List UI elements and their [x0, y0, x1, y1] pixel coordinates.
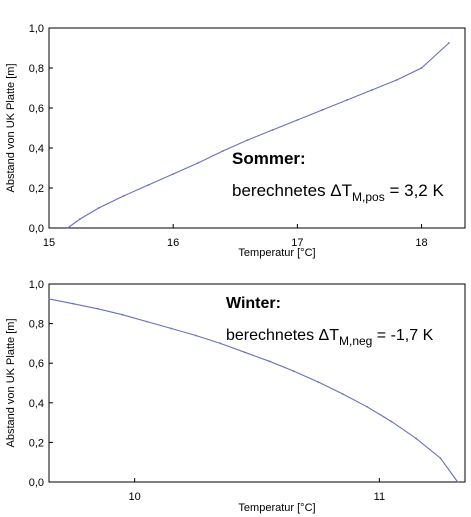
- y-tick-label: 0,6: [29, 103, 44, 115]
- x-tick-label: 11: [374, 491, 385, 503]
- data-point: [145, 320, 148, 323]
- data-point: [97, 307, 99, 310]
- data-point: [268, 360, 271, 363]
- data-point: [197, 162, 199, 164]
- annotation-subscript: M,pos: [352, 190, 385, 204]
- data-point: [66, 227, 69, 229]
- annotation-prefix: berechnetes: [226, 327, 319, 344]
- y-tick-label: 0,2: [29, 183, 44, 195]
- data-point: [447, 42, 450, 44]
- data-point: [321, 109, 324, 111]
- annotation-symbol: ΔT: [319, 327, 340, 344]
- y-tick-label: 0,2: [29, 437, 44, 449]
- y-tick-label: 1,0: [29, 279, 44, 291]
- y-tick-label: 0,8: [29, 63, 44, 75]
- data-point: [72, 302, 75, 305]
- y-tick-label: 1,0: [29, 23, 44, 35]
- annotation-text: berechnetes ΔTM,pos = 3,2 K: [232, 181, 444, 204]
- annotation-text: berechnetes ΔTM,neg = -1,7 K: [226, 327, 434, 348]
- data-point: [370, 89, 373, 91]
- y-tick-label: 0,4: [29, 398, 44, 410]
- series-line: [48, 298, 459, 483]
- data-point: [341, 392, 344, 395]
- data-point: [395, 79, 398, 81]
- data-point: [219, 342, 222, 345]
- x-tick-label: 15: [43, 237, 55, 249]
- data-point: [415, 437, 417, 440]
- data-point: [122, 195, 125, 197]
- series-line: [67, 42, 450, 229]
- data-point: [296, 119, 299, 121]
- data-point: [194, 334, 197, 337]
- data-point: [271, 129, 274, 131]
- data-point: [292, 370, 295, 373]
- annotation-suffix: = 3,2 K: [385, 181, 445, 200]
- annotation-symbol: ΔT: [330, 181, 352, 200]
- data-point: [170, 327, 173, 330]
- x-tick-label: 16: [167, 237, 179, 249]
- data-point: [390, 420, 393, 423]
- data-point: [172, 173, 175, 175]
- y-tick-label: 0,6: [29, 358, 44, 370]
- y-tick-label: 0,8: [29, 319, 44, 331]
- data-point: [121, 313, 124, 316]
- chart-2: 0,0 0,2 0,4 0,6 0,8 1,0 10 11 Temperatur [°C] Abs…: [5, 279, 466, 514]
- x-axis-label: Temperatur [°C]: [238, 502, 315, 514]
- data-point: [420, 67, 423, 69]
- data-point: [97, 207, 100, 209]
- data-point: [147, 184, 150, 186]
- data-point: [79, 218, 81, 220]
- plot-frame: [48, 283, 466, 483]
- chart-1: 0,0 0,2 0,4 0,6 0,8 1,0 15 16 17 18 Temperatur [°C…: [5, 23, 466, 259]
- data-point: [243, 351, 246, 354]
- annotation-title: Sommer:: [232, 149, 306, 168]
- x-tick-label: 10: [129, 491, 141, 503]
- y-axis-label: Abstand von UK Platte [m]: [5, 63, 17, 192]
- data-point: [366, 405, 369, 408]
- data-point: [221, 150, 224, 152]
- y-axis-label: Abstand von UK Platte [m]: [5, 318, 17, 447]
- y-tick-label: 0,4: [29, 143, 44, 155]
- annotation-title: Winter:: [226, 295, 281, 312]
- x-tick-label: 18: [415, 237, 427, 249]
- data-point: [48, 297, 50, 300]
- annotation-suffix: = -1,7 K: [372, 327, 433, 344]
- data-point: [439, 457, 442, 460]
- x-tick-label: 17: [291, 237, 303, 249]
- annotation-prefix: berechnetes: [232, 181, 330, 200]
- y-tick-label: 0,0: [29, 477, 44, 489]
- plot-frame: [48, 27, 466, 229]
- y-tick-label: 0,0: [29, 223, 44, 235]
- data-point: [246, 139, 249, 141]
- data-point: [317, 381, 320, 383]
- data-point: [346, 99, 348, 101]
- annotation-subscript: M,neg: [339, 334, 372, 348]
- data-point: [456, 481, 459, 483]
- x-axis-label: Temperatur [°C]: [238, 247, 315, 259]
